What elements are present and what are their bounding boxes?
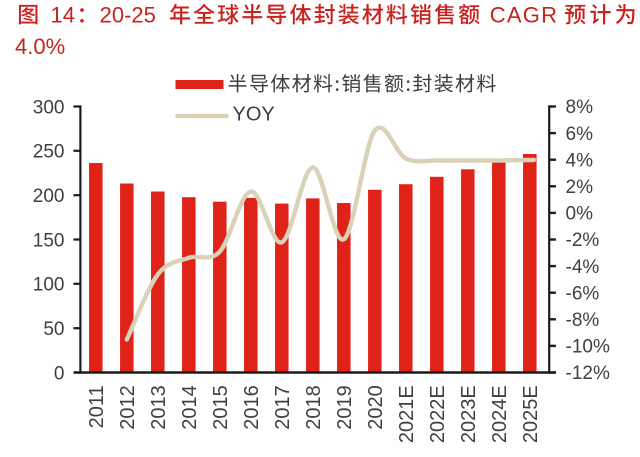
- svg-text:2023E: 2023E: [458, 385, 480, 443]
- svg-text:2013: 2013: [148, 385, 170, 430]
- svg-text:2011: 2011: [86, 385, 108, 428]
- svg-text:14: 14: [51, 3, 75, 28]
- svg-text:2012: 2012: [117, 385, 139, 430]
- svg-text:4%: 4%: [566, 150, 594, 171]
- svg-text:-2%: -2%: [566, 230, 600, 251]
- svg-text:-4%: -4%: [566, 257, 600, 278]
- svg-text:2017: 2017: [272, 385, 294, 430]
- svg-text:0%: 0%: [566, 204, 594, 225]
- svg-text:100: 100: [33, 275, 65, 296]
- svg-text:2018: 2018: [303, 385, 325, 430]
- svg-text:-12%: -12%: [566, 363, 610, 384]
- svg-text:2%: 2%: [566, 177, 594, 198]
- svg-text:2014: 2014: [179, 385, 201, 430]
- svg-text:-6%: -6%: [566, 283, 600, 304]
- svg-text:150: 150: [33, 230, 65, 251]
- svg-text:2021E: 2021E: [396, 385, 418, 443]
- svg-text:2024E: 2024E: [489, 385, 511, 443]
- svg-text:2019: 2019: [334, 385, 356, 430]
- svg-text:200: 200: [33, 186, 65, 207]
- svg-text:50: 50: [43, 319, 64, 340]
- svg-text:2025E: 2025E: [520, 385, 542, 443]
- svg-text:20-25: 20-25: [100, 3, 156, 28]
- svg-text:300: 300: [33, 97, 65, 118]
- svg-text:6%: 6%: [566, 124, 594, 145]
- svg-text:0: 0: [54, 363, 65, 384]
- svg-text:4.0%: 4.0%: [15, 34, 65, 59]
- svg-text:2022E: 2022E: [427, 385, 449, 443]
- svg-text:CAGR: CAGR: [490, 3, 558, 28]
- svg-text:8%: 8%: [566, 97, 594, 118]
- svg-text:YOY: YOY: [233, 103, 275, 125]
- svg-text:-8%: -8%: [566, 310, 600, 331]
- svg-text:250: 250: [33, 142, 65, 163]
- svg-text:2015: 2015: [210, 385, 232, 430]
- svg-text:-10%: -10%: [566, 337, 610, 358]
- svg-text:2020: 2020: [365, 385, 387, 430]
- svg-text:2016: 2016: [241, 385, 263, 430]
